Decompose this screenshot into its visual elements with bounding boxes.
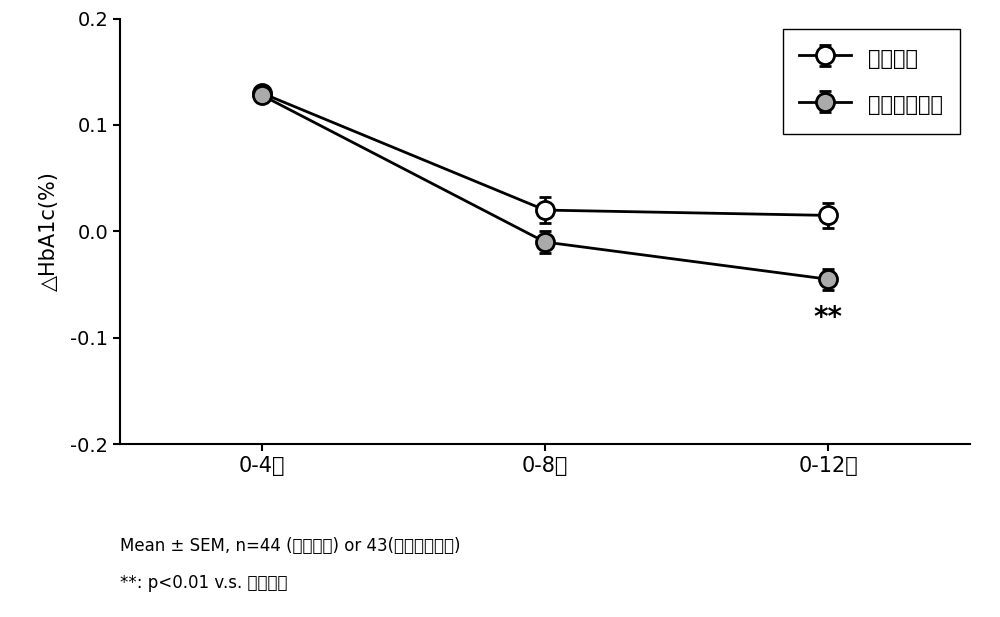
Y-axis label: △HbA1c(%): △HbA1c(%) — [39, 172, 59, 291]
Legend: 安慰剂组, 姜黄提取物组: 安慰剂组, 姜黄提取物组 — [783, 29, 960, 134]
Text: **: ** — [814, 304, 843, 332]
Text: Mean ± SEM, n=44 (安慰剂组) or 43(姜黄提取物组): Mean ± SEM, n=44 (安慰剂组) or 43(姜黄提取物组) — [120, 537, 460, 555]
Text: **: p<0.01 v.s. 安慰剂组: **: p<0.01 v.s. 安慰剂组 — [120, 574, 288, 592]
